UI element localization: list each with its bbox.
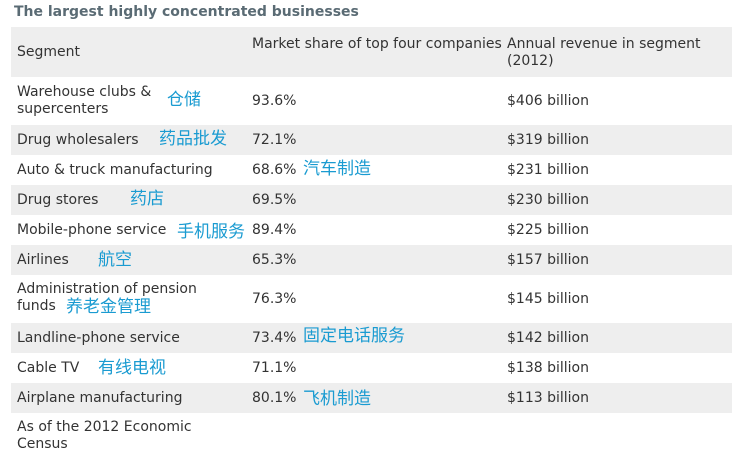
data-table: Segment Market share of top four compani… bbox=[11, 27, 732, 461]
share-cell: 73.4% bbox=[252, 330, 297, 346]
footer-note: As of the 2012 Economic Census bbox=[17, 419, 192, 452]
share-cell: 68.6% bbox=[252, 162, 297, 178]
header-segment: Segment bbox=[17, 44, 80, 60]
table-row: Warehouse clubs & supercenters 93.6% $40… bbox=[11, 77, 732, 125]
revenue-cell: $231 billion bbox=[507, 162, 589, 178]
segment-cell: Cable TV bbox=[17, 360, 80, 376]
revenue-cell: $145 billion bbox=[507, 291, 589, 307]
table-row: Landline-phone service 73.4% $142 billio… bbox=[11, 323, 732, 353]
share-cell: 89.4% bbox=[252, 222, 297, 238]
share-cell: 93.6% bbox=[252, 93, 297, 109]
revenue-cell: $113 billion bbox=[507, 390, 589, 406]
segment-cell: Administration of pension funds bbox=[17, 281, 197, 314]
share-cell: 69.5% bbox=[252, 192, 297, 208]
annotation-drug-wholesale: 药品批发 bbox=[159, 129, 227, 149]
segment-cell: Drug stores bbox=[17, 192, 99, 208]
revenue-cell: $225 billion bbox=[507, 222, 589, 238]
revenue-cell: $157 billion bbox=[507, 252, 589, 268]
revenue-cell: $138 billion bbox=[507, 360, 589, 376]
table-title: The largest highly concentrated business… bbox=[14, 4, 359, 20]
table-row: Administration of pension funds 76.3% $1… bbox=[11, 275, 732, 323]
segment-cell: Mobile-phone service bbox=[17, 222, 167, 238]
table-row: Airlines 65.3% $157 billion bbox=[11, 245, 732, 275]
share-cell: 76.3% bbox=[252, 291, 297, 307]
share-cell: 71.1% bbox=[252, 360, 297, 376]
segment-cell: Landline-phone service bbox=[17, 330, 180, 346]
table-row: Drug wholesalers 72.1% $319 billion bbox=[11, 125, 732, 155]
annotation-drug-stores: 药店 bbox=[130, 189, 164, 209]
header-annual-revenue: Annual revenue in segment (2012) bbox=[507, 36, 701, 69]
header-market-share: Market share of top four companies bbox=[252, 36, 502, 52]
segment-cell: Airplane manufacturing bbox=[17, 390, 183, 406]
annotation-airlines: 航空 bbox=[98, 250, 132, 270]
table-row: Mobile-phone service 89.4% $225 billion bbox=[11, 215, 732, 245]
annotation-auto: 汽车制造 bbox=[303, 159, 371, 179]
revenue-cell: $406 billion bbox=[507, 93, 589, 109]
annotation-cable: 有线电视 bbox=[98, 358, 166, 378]
table-header-row: Segment Market share of top four compani… bbox=[11, 27, 732, 77]
revenue-cell: $142 billion bbox=[507, 330, 589, 346]
table-row: Airplane manufacturing 80.1% $113 billio… bbox=[11, 383, 732, 413]
segment-cell: Drug wholesalers bbox=[17, 132, 139, 148]
revenue-cell: $319 billion bbox=[507, 132, 589, 148]
annotation-pension: 养老金管理 bbox=[66, 297, 151, 317]
table-footer: As of the 2012 Economic Census bbox=[11, 413, 732, 461]
annotation-warehouse: 仓储 bbox=[167, 90, 201, 110]
annotation-airplane: 飞机制造 bbox=[303, 389, 371, 409]
annotation-landline: 固定电话服务 bbox=[303, 326, 405, 346]
revenue-cell: $230 billion bbox=[507, 192, 589, 208]
segment-cell: Airlines bbox=[17, 252, 69, 268]
annotation-mobile: 手机服务 bbox=[177, 222, 245, 242]
share-cell: 65.3% bbox=[252, 252, 297, 268]
segment-cell: Auto & truck manufacturing bbox=[17, 162, 213, 178]
share-cell: 80.1% bbox=[252, 390, 297, 406]
share-cell: 72.1% bbox=[252, 132, 297, 148]
segment-cell: Warehouse clubs & supercenters bbox=[17, 84, 152, 117]
table-row: Auto & truck manufacturing 68.6% $231 bi… bbox=[11, 155, 732, 185]
table-row: Drug stores 69.5% $230 billion bbox=[11, 185, 732, 215]
table-row: Cable TV 71.1% $138 billion bbox=[11, 353, 732, 383]
